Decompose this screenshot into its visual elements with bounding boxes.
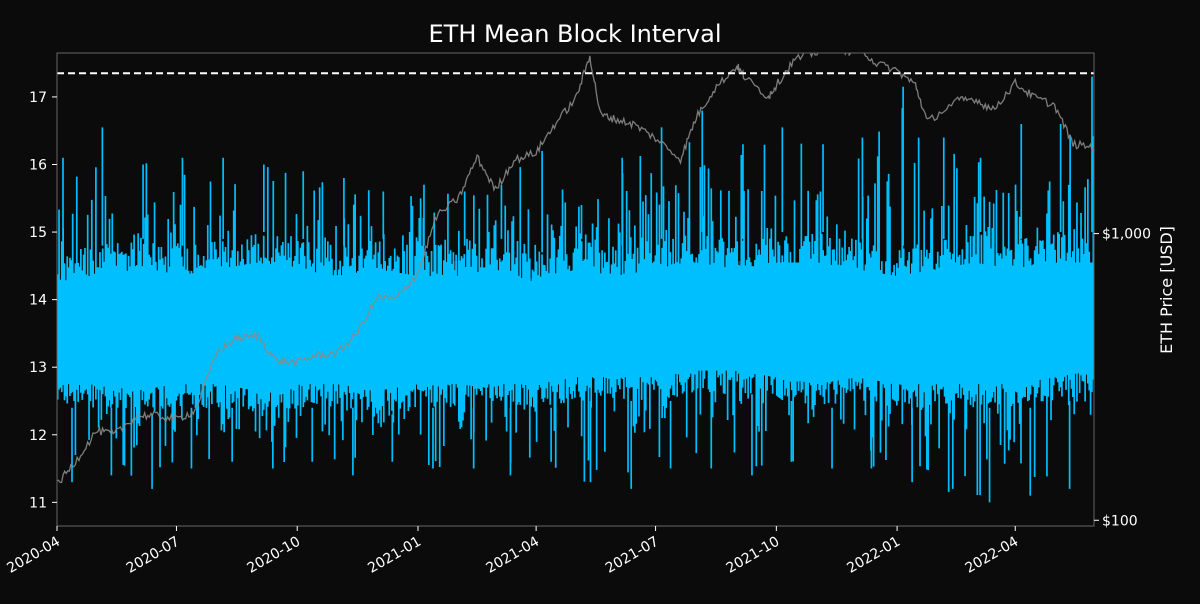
block-interval-core-band — [57, 262, 1094, 391]
y-tick-label: 12 — [29, 428, 47, 444]
eth-price-line — [57, 53, 1094, 484]
y-tick-label: 16 — [29, 157, 47, 173]
y-tick-label: 14 — [29, 293, 47, 309]
y2-axis-label: ETH Price [USD] — [1157, 226, 1176, 354]
chart-title: ETH Mean Block Interval — [429, 20, 722, 48]
y-tick-label: 13 — [29, 360, 47, 376]
y-tick-label: 11 — [29, 495, 47, 511]
plot-frame — [56, 52, 1095, 527]
y2-tick-label: $1,000 — [1102, 227, 1151, 243]
y-tick-label: 15 — [29, 225, 47, 241]
y2-tick-label: $100 — [1102, 513, 1138, 529]
y-tick-label: 17 — [29, 90, 47, 106]
